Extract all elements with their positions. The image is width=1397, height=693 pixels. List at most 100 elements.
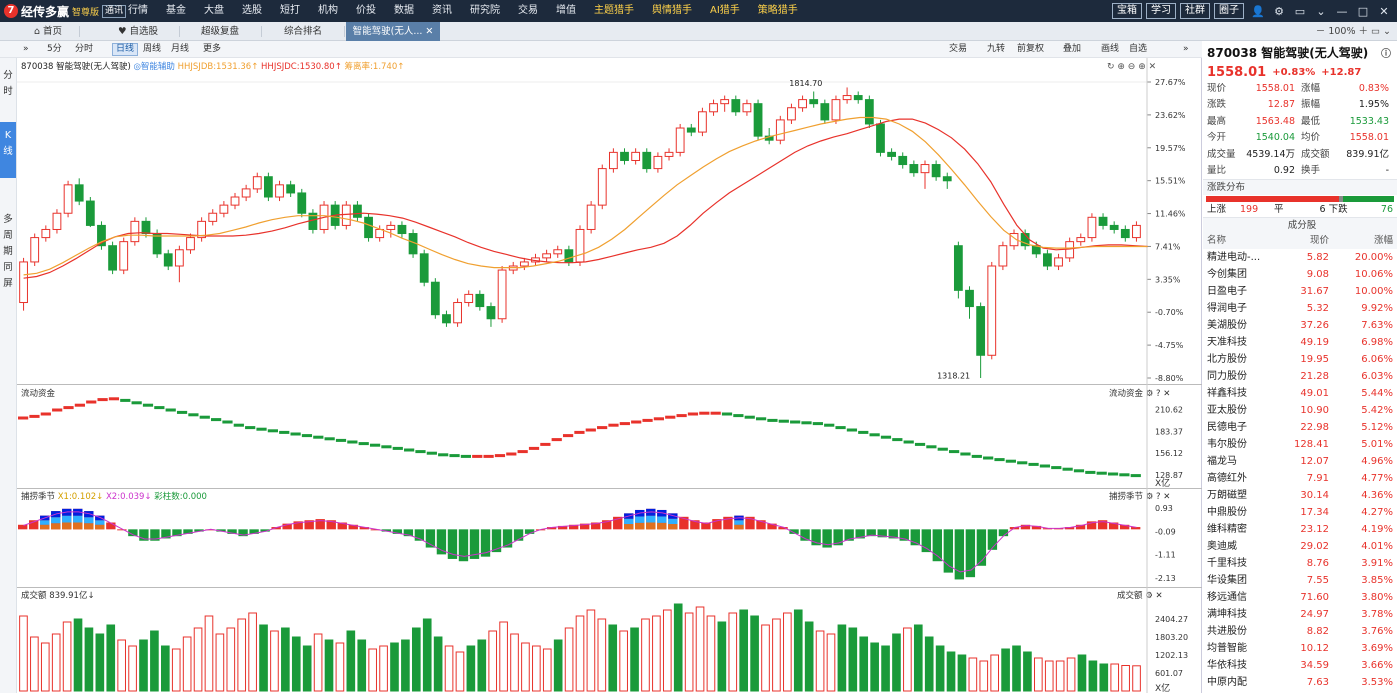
candle[interactable]	[887, 148, 896, 161]
candle[interactable]	[920, 160, 930, 189]
candle[interactable]	[174, 245, 184, 283]
candle[interactable]	[742, 99, 752, 116]
close-icon[interactable]: ✕	[1379, 4, 1389, 18]
menu-item-1[interactable]: 基金	[166, 5, 186, 16]
candle[interactable]	[52, 209, 62, 234]
candle[interactable]	[753, 99, 763, 141]
candle[interactable]	[1087, 213, 1097, 242]
period-button-3[interactable]: 日线	[112, 43, 139, 56]
candle[interactable]	[709, 99, 718, 116]
app-badge[interactable]: 通讯	[102, 4, 127, 18]
zoom-level[interactable]: 100%	[1328, 26, 1356, 37]
candle[interactable]	[97, 221, 106, 250]
member-row[interactable]: 满坤科技 24.97 3.78%	[1203, 606, 1397, 623]
app-logo[interactable]: 7 经传多赢 智尊版 通讯	[4, 3, 127, 19]
col-price[interactable]: 现价	[1309, 235, 1329, 247]
tool-button-6[interactable]: »	[1183, 44, 1189, 54]
candle[interactable]	[85, 197, 95, 228]
period-button-0[interactable]: »	[23, 44, 29, 54]
user-icon[interactable]: 👤	[1251, 4, 1265, 18]
candle[interactable]	[163, 249, 173, 271]
candle[interactable]	[1020, 229, 1030, 250]
member-row[interactable]: 共进股份 8.82 3.76%	[1203, 623, 1397, 640]
candle[interactable]	[998, 241, 1008, 271]
member-row[interactable]: 民德电子 22.98 5.12%	[1203, 419, 1397, 436]
top-button-2[interactable]: 社群	[1180, 3, 1210, 19]
candle[interactable]	[1009, 229, 1019, 250]
member-row[interactable]: 同力股份 21.28 6.03%	[1203, 368, 1397, 385]
member-row[interactable]: 维科精密 23.12 4.19%	[1203, 521, 1397, 538]
member-row[interactable]: 奥迪威 29.02 4.01%	[1203, 538, 1397, 555]
menu-item-13[interactable]: 舆情猎手	[652, 5, 692, 16]
candle[interactable]	[397, 221, 407, 238]
candle[interactable]	[141, 217, 151, 238]
candle[interactable]	[731, 95, 741, 116]
candle[interactable]	[430, 278, 440, 319]
period-button-2[interactable]: 分时	[75, 44, 94, 54]
candle[interactable]	[931, 160, 941, 181]
candle[interactable]	[353, 201, 362, 222]
candle[interactable]	[820, 99, 830, 124]
candle[interactable]	[1098, 213, 1108, 230]
maximize-icon[interactable]: □	[1357, 4, 1369, 18]
member-row[interactable]: 中原内配 7.63 3.53%	[1203, 674, 1397, 691]
candle[interactable]	[74, 178, 84, 206]
candle[interactable]	[297, 188, 307, 218]
member-row[interactable]: 亚太股份 10.90 5.42%	[1203, 402, 1397, 419]
menu-item-5[interactable]: 机构	[318, 5, 338, 16]
volume-chart[interactable]: 成交额 839.91亿↓ 成交额 ⚙ ✕ 2404.27 1803.20 1202.13…	[17, 587, 1202, 693]
candle[interactable]	[642, 148, 652, 173]
menu-item-10[interactable]: 交易	[518, 5, 538, 16]
candle[interactable]	[286, 180, 296, 198]
candle[interactable]	[264, 172, 273, 202]
kline-chart[interactable]: 27.67% 23.62% 19.57% 15.51% 11.46% 7.41% 3.35%…	[17, 58, 1202, 386]
candle[interactable]	[675, 123, 685, 157]
candle[interactable]	[942, 172, 952, 189]
candle[interactable]	[686, 123, 696, 137]
tab-close-icon[interactable]: ✕	[422, 26, 434, 37]
candle[interactable]	[208, 209, 218, 226]
member-row[interactable]: 万朗磁塑 30.14 4.36%	[1203, 487, 1397, 504]
candle[interactable]	[1109, 221, 1119, 234]
candle[interactable]	[41, 225, 51, 242]
candle[interactable]	[219, 201, 229, 218]
menu-item-7[interactable]: 数据	[394, 5, 414, 16]
candle[interactable]	[631, 148, 641, 165]
candle[interactable]	[542, 249, 552, 262]
candle[interactable]	[976, 302, 986, 378]
candle[interactable]	[486, 302, 496, 327]
candle[interactable]	[853, 91, 863, 104]
candle[interactable]	[953, 241, 963, 299]
candle[interactable]	[698, 107, 707, 137]
member-row[interactable]: 祥鑫科技 49.01 5.44%	[1203, 385, 1397, 402]
col-name[interactable]: 名称	[1207, 235, 1227, 247]
tool-button-0[interactable]: 交易	[949, 44, 968, 54]
candle[interactable]	[519, 257, 529, 271]
candle[interactable]	[608, 148, 618, 173]
candle[interactable]	[308, 209, 318, 234]
candle[interactable]	[497, 265, 507, 323]
tool-button-1[interactable]: 九转	[987, 44, 1006, 54]
candle[interactable]	[787, 103, 796, 124]
tool-button-4[interactable]: 画线	[1101, 44, 1120, 54]
candle[interactable]	[108, 241, 117, 275]
period-button-4[interactable]: 周线	[143, 44, 162, 54]
candle[interactable]	[864, 95, 874, 129]
candle[interactable]	[464, 290, 474, 307]
candle[interactable]	[842, 87, 852, 104]
menu-item-11[interactable]: 增值	[556, 5, 576, 16]
member-row[interactable]: 韦尔股份 128.41 5.01%	[1203, 436, 1397, 453]
tool-button-5[interactable]: 自选	[1129, 44, 1148, 54]
member-row[interactable]: 北方股份 19.95 6.06%	[1203, 351, 1397, 368]
candle[interactable]	[197, 217, 207, 242]
candle[interactable]	[965, 286, 974, 319]
candle[interactable]	[898, 152, 908, 169]
zoom-minus-icon[interactable]: －	[1315, 26, 1329, 37]
menu-item-12[interactable]: 主题猎手	[594, 5, 634, 16]
candle[interactable]	[620, 148, 629, 165]
menu-item-15[interactable]: 策略猎手	[757, 5, 798, 16]
member-row[interactable]: 移远通信 71.60 3.80%	[1203, 589, 1397, 606]
candle[interactable]	[419, 249, 429, 287]
window-icon[interactable]: ▭	[1294, 4, 1306, 18]
